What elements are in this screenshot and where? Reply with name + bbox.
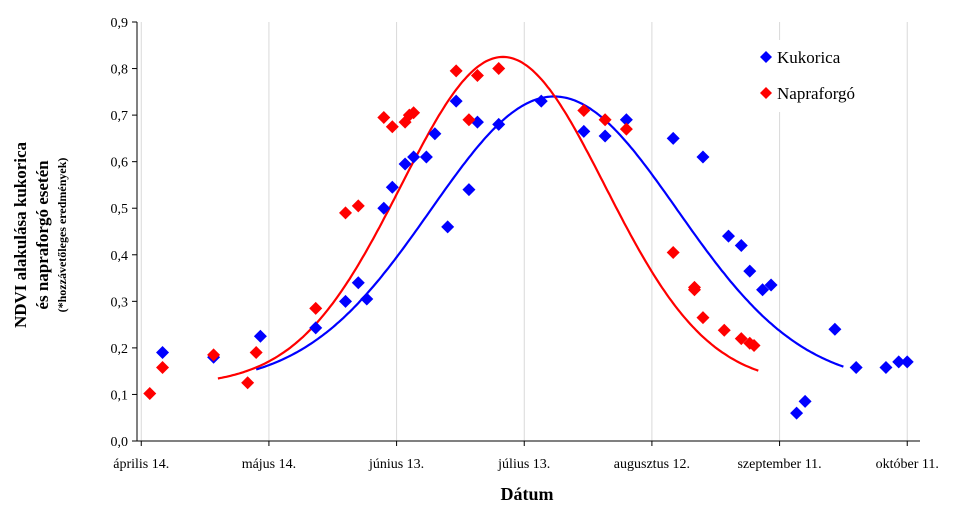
y-axis-label-line1: NDVI alakulása kukorica: [11, 141, 30, 328]
data-point-napraforgo: [666, 245, 680, 259]
data-point-kukorica: [849, 360, 863, 374]
data-point-kukorica: [598, 129, 612, 143]
x-tick-label: április 14.: [113, 457, 169, 472]
data-point-kukorica: [734, 238, 748, 252]
trend-curves: [217, 55, 844, 380]
data-point-kukorica: [743, 264, 757, 278]
data-points: [143, 62, 914, 420]
data-point-kukorica: [828, 322, 842, 336]
data-point-kukorica: [351, 276, 365, 290]
x-tick-labels: április 14. május 14. június 13. július 13.…: [113, 457, 939, 472]
data-point-kukorica: [619, 113, 633, 127]
data-point-napraforgo: [717, 323, 731, 337]
data-point-kukorica: [377, 201, 391, 215]
data-point-napraforgo: [449, 64, 463, 78]
y-axis-label-line2: és napraforgó esetén: [33, 160, 52, 310]
legend: Kukorica Napraforgó: [752, 40, 900, 112]
y-tick-label: 0,2: [111, 342, 129, 357]
data-point-kukorica: [722, 229, 736, 243]
data-point-kukorica: [441, 220, 455, 234]
data-point-napraforgo: [687, 283, 701, 297]
x-tick-label: május 14.: [242, 457, 296, 472]
data-point-kukorica: [798, 394, 812, 408]
trend-line: [255, 95, 844, 371]
y-tick-label: 0,6: [111, 156, 129, 171]
data-point-kukorica: [462, 183, 476, 197]
data-point-napraforgo: [385, 120, 399, 134]
data-point-napraforgo: [207, 348, 221, 362]
data-point-napraforgo: [339, 206, 353, 220]
data-point-napraforgo: [492, 62, 506, 76]
y-tick-label: 0,0: [111, 435, 129, 450]
data-point-kukorica: [156, 346, 170, 360]
data-point-kukorica: [790, 406, 804, 420]
data-point-napraforgo: [696, 311, 710, 325]
data-point-napraforgo: [377, 110, 391, 124]
data-point-napraforgo: [156, 360, 170, 374]
data-point-kukorica: [764, 278, 778, 292]
data-point-napraforgo: [747, 339, 761, 353]
data-point-kukorica: [892, 355, 906, 369]
x-tick-label: október 11.: [876, 457, 939, 472]
y-axis-label: NDVI alakulása kukorica és napraforgó es…: [11, 141, 69, 328]
y-tick-label: 0,4: [111, 249, 129, 264]
y-tick-label: 0,8: [111, 63, 129, 78]
trend-line: [217, 55, 759, 380]
x-tick-label: július 13.: [497, 457, 550, 472]
x-tick-label: szeptember 11.: [737, 457, 821, 472]
y-axis-label-note: (*hozzávetőleges eredmények): [55, 158, 69, 313]
data-point-napraforgo: [598, 113, 612, 127]
data-point-napraforgo: [734, 332, 748, 346]
data-point-napraforgo: [241, 376, 255, 390]
y-tick-labels: 0,0 0,1 0,2 0,3 0,4 0,5 0,6 0,7 0,8 0,9: [111, 16, 129, 450]
y-tick-label: 0,5: [111, 202, 129, 217]
data-point-kukorica: [407, 150, 421, 164]
y-tick-label: 0,9: [111, 16, 129, 31]
y-tick-label: 0,1: [111, 388, 129, 403]
data-point-kukorica: [577, 124, 591, 138]
data-point-napraforgo: [470, 69, 484, 83]
x-tick-label: augusztus 12.: [614, 457, 690, 472]
legend-label-napraforgo: Napraforgó: [777, 84, 855, 103]
data-point-napraforgo: [577, 103, 591, 117]
legend-label-kukorica: Kukorica: [777, 48, 841, 67]
data-point-kukorica: [360, 292, 374, 306]
data-point-kukorica: [398, 157, 412, 171]
data-point-kukorica: [879, 360, 893, 374]
axes: [132, 21, 920, 446]
legend-marker-napraforgo: [760, 87, 772, 99]
data-point-kukorica: [309, 321, 323, 335]
data-point-kukorica: [419, 150, 433, 164]
data-point-kukorica: [534, 94, 548, 108]
data-point-napraforgo: [462, 113, 476, 127]
data-point-kukorica: [666, 131, 680, 145]
data-point-kukorica: [385, 180, 399, 194]
legend-marker-kukorica: [760, 51, 772, 63]
data-point-kukorica: [428, 127, 442, 141]
data-point-kukorica: [492, 117, 506, 131]
data-point-kukorica: [253, 329, 267, 343]
data-point-kukorica: [449, 94, 463, 108]
data-point-kukorica: [339, 294, 353, 308]
y-tick-label: 0,3: [111, 295, 129, 310]
data-point-kukorica: [756, 283, 770, 297]
data-point-napraforgo: [309, 301, 323, 315]
y-tick-label: 0,7: [111, 109, 129, 124]
data-point-kukorica: [696, 150, 710, 164]
data-point-napraforgo: [619, 122, 633, 136]
data-point-napraforgo: [249, 346, 263, 360]
data-point-napraforgo: [407, 106, 421, 120]
data-point-napraforgo: [351, 199, 365, 213]
data-point-napraforgo: [143, 387, 157, 401]
legend-background: [752, 40, 900, 112]
x-axis-label: Dátum: [501, 484, 554, 504]
x-tick-label: június 13.: [368, 457, 424, 472]
data-point-kukorica: [900, 355, 914, 369]
